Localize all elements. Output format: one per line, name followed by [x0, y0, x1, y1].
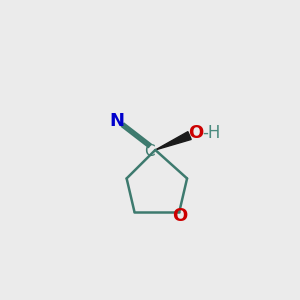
Polygon shape	[155, 132, 191, 150]
Text: O: O	[188, 124, 204, 142]
Text: C: C	[144, 144, 155, 159]
Text: N: N	[110, 112, 125, 130]
Text: O: O	[172, 207, 188, 225]
Text: -H: -H	[202, 124, 221, 142]
